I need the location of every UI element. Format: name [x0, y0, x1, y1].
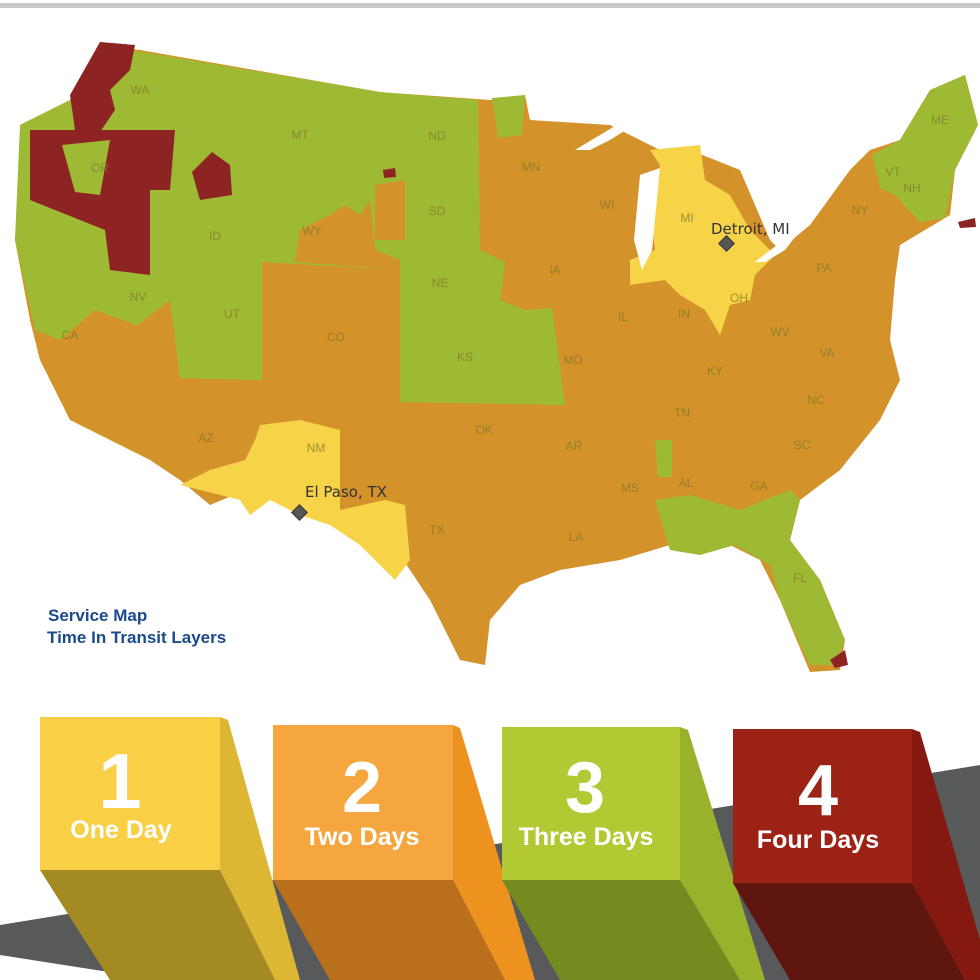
diamond-marker-icon — [291, 504, 308, 521]
state-label: KS — [457, 350, 473, 364]
state-label: AZ — [198, 431, 213, 445]
region-two-days-sd — [375, 180, 405, 240]
tier-number: 3 — [565, 748, 605, 828]
region-one-day-midwest — [630, 145, 775, 335]
us-transit-map: WA OR CA NV ID MT WY UT CO AZ NM ND SD N… — [15, 42, 978, 672]
region-three-days-northeast — [872, 75, 978, 222]
state-label: MT — [291, 128, 309, 142]
diamond-marker-icon — [718, 235, 735, 252]
tier-label: Four Days — [757, 826, 879, 854]
state-label: SC — [794, 438, 811, 452]
city-label: Detroit, MI — [711, 220, 790, 238]
tier-label: Three Days — [519, 823, 654, 851]
state-label: MS — [621, 481, 639, 495]
region-two-days-wy — [295, 200, 400, 270]
tier-two-days: 2 Two Days — [273, 725, 535, 980]
state-label: ME — [931, 113, 949, 127]
state-label: SD — [429, 204, 446, 218]
region-four-days-id — [192, 152, 232, 200]
state-label: ID — [209, 229, 221, 243]
city-label: El Paso, TX — [305, 483, 387, 501]
state-label: IL — [618, 310, 628, 324]
state-label: NC — [807, 393, 825, 407]
tier-label: Two Days — [305, 823, 420, 851]
state-label: KY — [707, 364, 723, 378]
state-label: AL — [679, 476, 694, 490]
state-label: WY — [302, 224, 321, 238]
lake-superior — [575, 118, 645, 150]
region-two-days-co — [262, 262, 400, 390]
region-three-days-southeast — [655, 490, 845, 665]
state-label: IA — [549, 263, 560, 277]
state-label: CO — [327, 330, 345, 344]
region-four-days-nd — [383, 168, 396, 178]
state-label: VA — [819, 346, 834, 360]
state-label: IN — [678, 307, 690, 321]
region-three-days-mn — [492, 95, 525, 138]
state-label: UT — [224, 307, 241, 321]
state-label: FL — [793, 571, 807, 585]
state-label: MN — [522, 160, 541, 174]
tier-label: One Day — [70, 816, 172, 844]
state-label: OH — [730, 291, 748, 305]
region-two-days-nv — [125, 300, 180, 380]
region-four-days-wa — [70, 42, 135, 132]
region-four-days-ma — [958, 218, 976, 228]
state-label: NH — [903, 181, 920, 195]
state-label: NY — [852, 203, 869, 217]
region-four-days-fl-keys — [830, 650, 848, 668]
state-label: VT — [885, 165, 901, 179]
region-one-day-southwest — [180, 420, 410, 580]
state-label: AR — [566, 439, 583, 453]
state-label: WI — [600, 198, 615, 212]
region-three-days-or-interior — [62, 140, 110, 195]
state-label: TX — [429, 523, 444, 537]
tier-four-days: 4 Four Days — [733, 729, 980, 980]
state-label: TN — [674, 406, 690, 420]
tier-number: 1 — [98, 737, 141, 825]
state-label: NV — [130, 290, 147, 304]
state-label: LA — [569, 530, 584, 544]
state-label: OK — [475, 423, 492, 437]
city-el-paso[interactable]: El Paso, TX — [291, 483, 387, 521]
state-label: GA — [750, 479, 767, 493]
state-label: MO — [563, 353, 582, 367]
tier-one-day: 1 One Day — [40, 717, 300, 980]
top-divider — [0, 3, 980, 8]
city-detroit[interactable]: Detroit, MI — [711, 220, 790, 252]
state-label: WV — [770, 325, 789, 339]
state-labels: WA OR CA NV ID MT WY UT CO AZ NM ND SD N… — [62, 83, 949, 585]
state-label: WA — [131, 83, 150, 97]
region-four-days-or — [30, 130, 175, 275]
region-three-days-al — [655, 440, 672, 477]
state-label: OR — [91, 161, 109, 175]
tier-number: 2 — [342, 748, 382, 828]
state-label: MI — [680, 211, 693, 225]
state-label: PA — [816, 261, 831, 275]
map-legend-title: Service Map Time In Transit Layers — [47, 605, 227, 649]
state-label: CA — [62, 328, 79, 342]
state-label: NE — [432, 276, 449, 290]
state-label: NM — [307, 441, 326, 455]
state-label: ND — [428, 129, 446, 143]
tier-number: 4 — [798, 751, 838, 831]
tier-three-days: 3 Three Days — [502, 727, 765, 980]
map-subtitle: Time In Transit Layers — [47, 628, 227, 647]
map-title: Service Map — [48, 606, 148, 625]
lake-michigan — [634, 168, 660, 270]
